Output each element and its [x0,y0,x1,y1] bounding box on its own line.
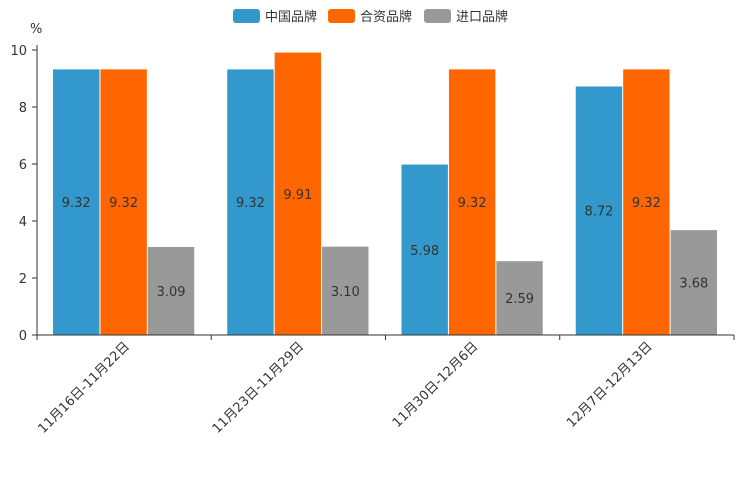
y-axis-unit-label: % [30,22,42,37]
x-tick-label: 11月30日-12月6日 [390,339,482,431]
bar-value-label: 9.32 [62,196,91,211]
legend-label-2: 合资品牌 [360,9,412,25]
bar-value-label: 3.68 [679,277,708,292]
y-tick-label: 4 [19,215,27,230]
bar-1-1 [53,69,100,335]
x-tick-label: 12月7日-12月13日 [564,339,656,431]
y-tick-label: 8 [19,101,27,116]
x-axis: 11月16日-11月22日 11月23日-11月29日 11月30日-12月6日 12… [35,334,735,437]
bar-3-1 [147,246,195,335]
y-tick-label: 0 [19,329,27,344]
legend: 中国品牌 合资品牌 进口品牌 [233,9,508,25]
bar-value-label: 8.72 [584,205,613,220]
legend-swatch-3 [424,9,451,23]
legend-swatch-2 [328,9,355,23]
bar-value-label: 9.91 [283,188,312,203]
bar-value-label: 3.10 [331,285,360,300]
bar-2-3 [448,69,496,335]
bar-value-label: 9.32 [632,196,661,211]
bar-2-1 [100,69,147,335]
bar-1-2 [227,69,274,335]
bars: 9.32 9.32 3.09 9.32 9.91 3.10 5.98 9.32 2.59 8.72… [53,52,717,335]
legend-swatch-1 [233,9,260,23]
x-tick-label: 11月16日-11月22日 [35,339,132,436]
bar-value-label: 5.98 [410,244,439,259]
bar-value-label: 9.32 [236,196,265,211]
bar-2-2 [274,52,322,335]
x-tick-label: 11月23日-11月29日 [210,339,307,436]
bar-1-4 [575,86,623,335]
legend-label-1: 中国品牌 [265,9,317,25]
y-tick-label: 2 [19,272,27,287]
bar-3-4 [670,230,717,335]
bar-2-4 [623,69,670,335]
bar-3-3 [496,261,543,335]
legend-label-3: 进口品牌 [456,9,508,25]
y-axis: 0 2 4 6 8 10 [10,44,38,344]
bar-1-3 [401,164,448,335]
bar-value-label: 9.32 [109,196,138,211]
bar-value-label: 2.59 [505,292,534,307]
bar-3-2 [322,246,369,335]
bar-value-label: 9.32 [458,196,487,211]
bar-value-label: 3.09 [157,285,186,300]
y-tick-label: 6 [19,158,27,173]
y-tick-label: 10 [10,44,27,59]
